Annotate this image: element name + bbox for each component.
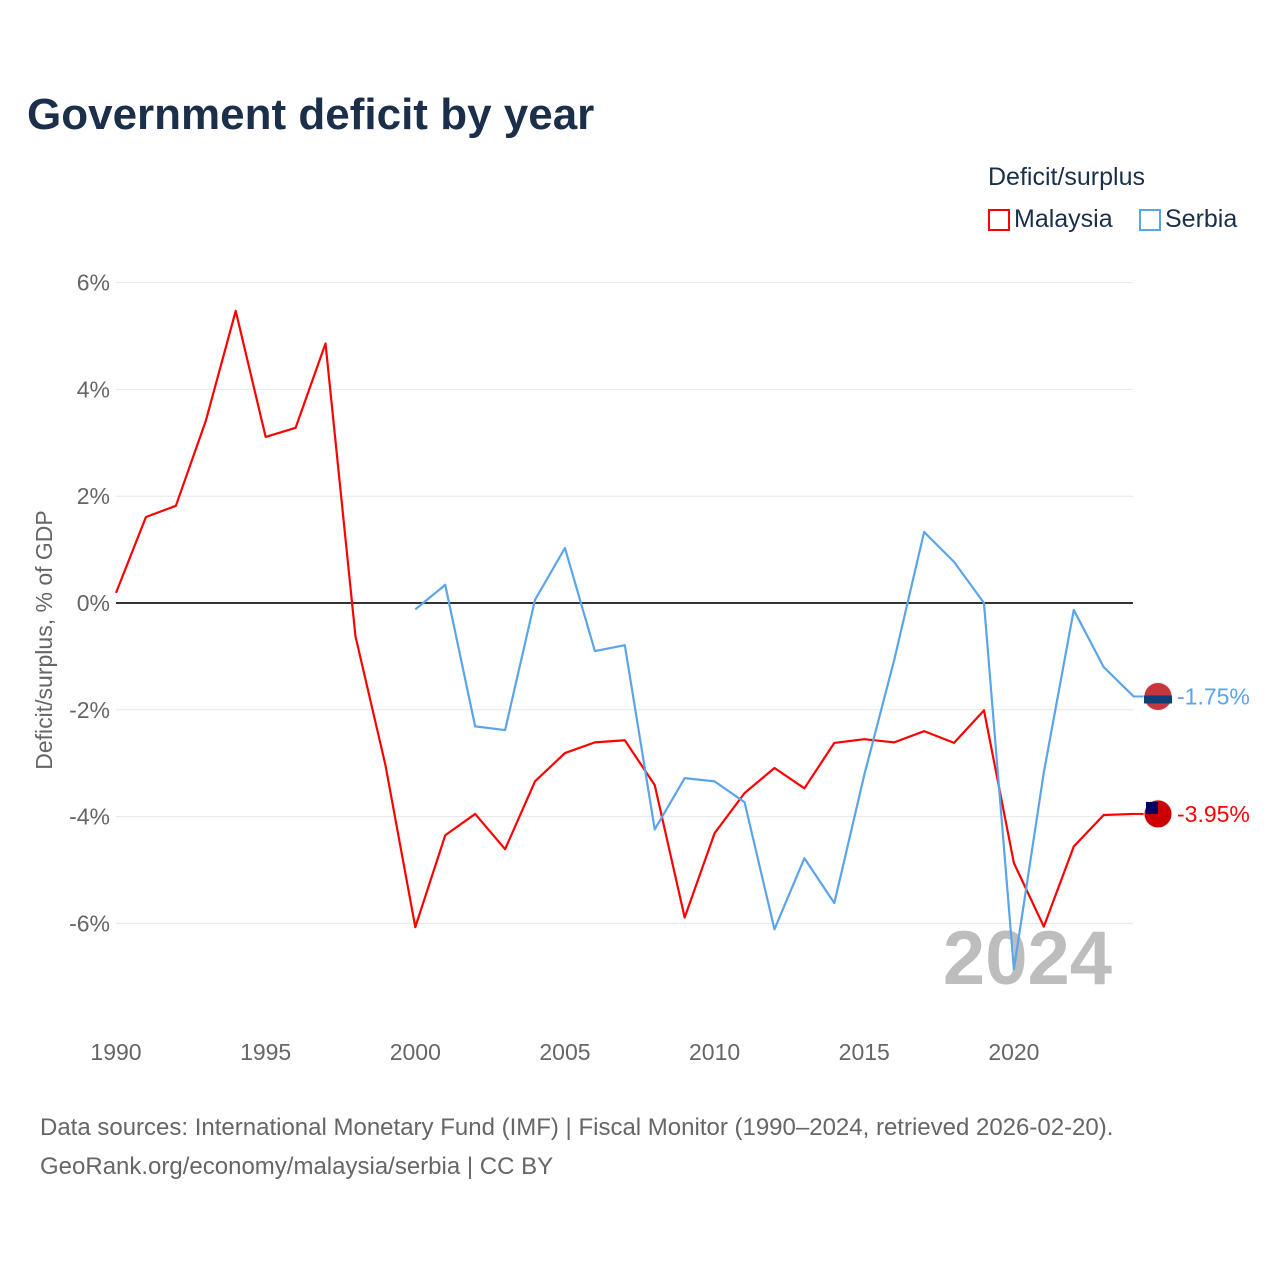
- legend-label: Malaysia: [1014, 205, 1113, 233]
- y-tick-label: 4%: [77, 376, 110, 402]
- series-line-serbia: [414, 530, 1135, 971]
- end-label-serbia: -1.75%: [1177, 683, 1250, 709]
- legend-label: Serbia: [1165, 205, 1238, 233]
- series-line-malaysia: [114, 309, 1134, 929]
- url-text: GeoRank.org/economy/malaysia/serbia | CC…: [40, 1153, 554, 1180]
- y-tick-label: 2%: [77, 483, 110, 509]
- x-tick-label: 1995: [240, 1039, 291, 1065]
- flag-canton: [1146, 801, 1158, 814]
- x-tick-label: 1990: [90, 1039, 141, 1065]
- x-tick-label: 2015: [839, 1039, 890, 1065]
- y-tick-label: -6%: [69, 910, 110, 936]
- y-tick-label: -2%: [69, 697, 110, 723]
- line-chart: 6% 4% 2% 0% -2% -4% -6% 1990 1995 2000 2005 2010 201…: [31, 270, 1250, 1065]
- y-axis-label: Deficit/surplus, % of GDP: [31, 510, 57, 769]
- legend-item-serbia[interactable]: Serbia: [1139, 205, 1237, 234]
- legend-title: Deficit/surplus: [988, 163, 1145, 191]
- year-watermark: 2024: [943, 916, 1112, 1001]
- footer: Data sources: International Monetary Fun…: [40, 1108, 1113, 1186]
- legend-item-malaysia[interactable]: Malaysia: [988, 205, 1113, 234]
- flag-stripe: [1144, 695, 1172, 704]
- source-text: Data sources: International Monetary Fun…: [40, 1114, 1114, 1141]
- y-tick-label: -4%: [69, 804, 110, 830]
- y-tick-label: 6%: [77, 270, 110, 296]
- x-tick-label: 2010: [689, 1039, 740, 1065]
- x-tick-label: 2020: [988, 1039, 1039, 1065]
- legend-swatch-serbia: [1139, 208, 1161, 231]
- legend-swatch-malaysia: [988, 208, 1010, 231]
- y-tick-label: 0%: [77, 590, 110, 616]
- x-tick-label: 2000: [390, 1039, 441, 1065]
- x-tick-label: 2005: [539, 1039, 590, 1065]
- chart-title: Government deficit by year: [27, 90, 595, 139]
- end-label-malaysia: -3.95%: [1177, 801, 1250, 827]
